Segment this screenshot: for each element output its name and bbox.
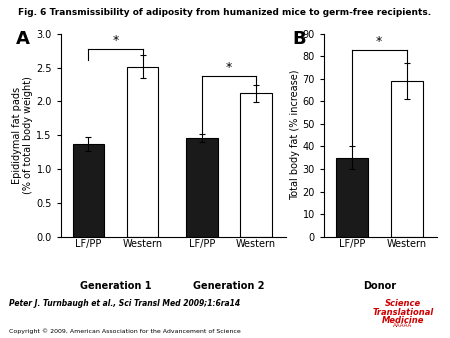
Bar xyxy=(391,81,423,237)
Text: *: * xyxy=(376,35,382,48)
Bar xyxy=(336,158,368,237)
Bar xyxy=(186,138,218,237)
Text: Generation 2: Generation 2 xyxy=(193,281,265,291)
Text: Donor: Donor xyxy=(363,281,396,291)
Text: Copyright © 2009, American Association for the Advancement of Science: Copyright © 2009, American Association f… xyxy=(9,328,241,334)
Text: AAAAA: AAAAA xyxy=(393,323,412,329)
Text: Science: Science xyxy=(385,299,421,308)
Y-axis label: Epididymal fat pads
(% of total body weight): Epididymal fat pads (% of total body wei… xyxy=(12,76,33,194)
Text: Translational: Translational xyxy=(372,308,433,317)
Text: Peter J. Turnbaugh et al., Sci Transl Med 2009;1:6ra14: Peter J. Turnbaugh et al., Sci Transl Me… xyxy=(9,299,240,308)
Text: Medicine: Medicine xyxy=(382,316,424,325)
Text: *: * xyxy=(226,62,232,74)
Bar xyxy=(240,93,272,237)
Y-axis label: Total body fat (% increase): Total body fat (% increase) xyxy=(290,70,300,200)
Bar xyxy=(72,144,104,237)
Bar xyxy=(127,67,158,237)
Text: Fig. 6 Transmissibility of adiposity from humanized mice to germ-free recipients: Fig. 6 Transmissibility of adiposity fro… xyxy=(18,8,432,18)
Text: B: B xyxy=(292,30,306,48)
Text: A: A xyxy=(16,30,30,48)
Text: Generation 1: Generation 1 xyxy=(80,281,151,291)
Text: *: * xyxy=(112,34,119,47)
